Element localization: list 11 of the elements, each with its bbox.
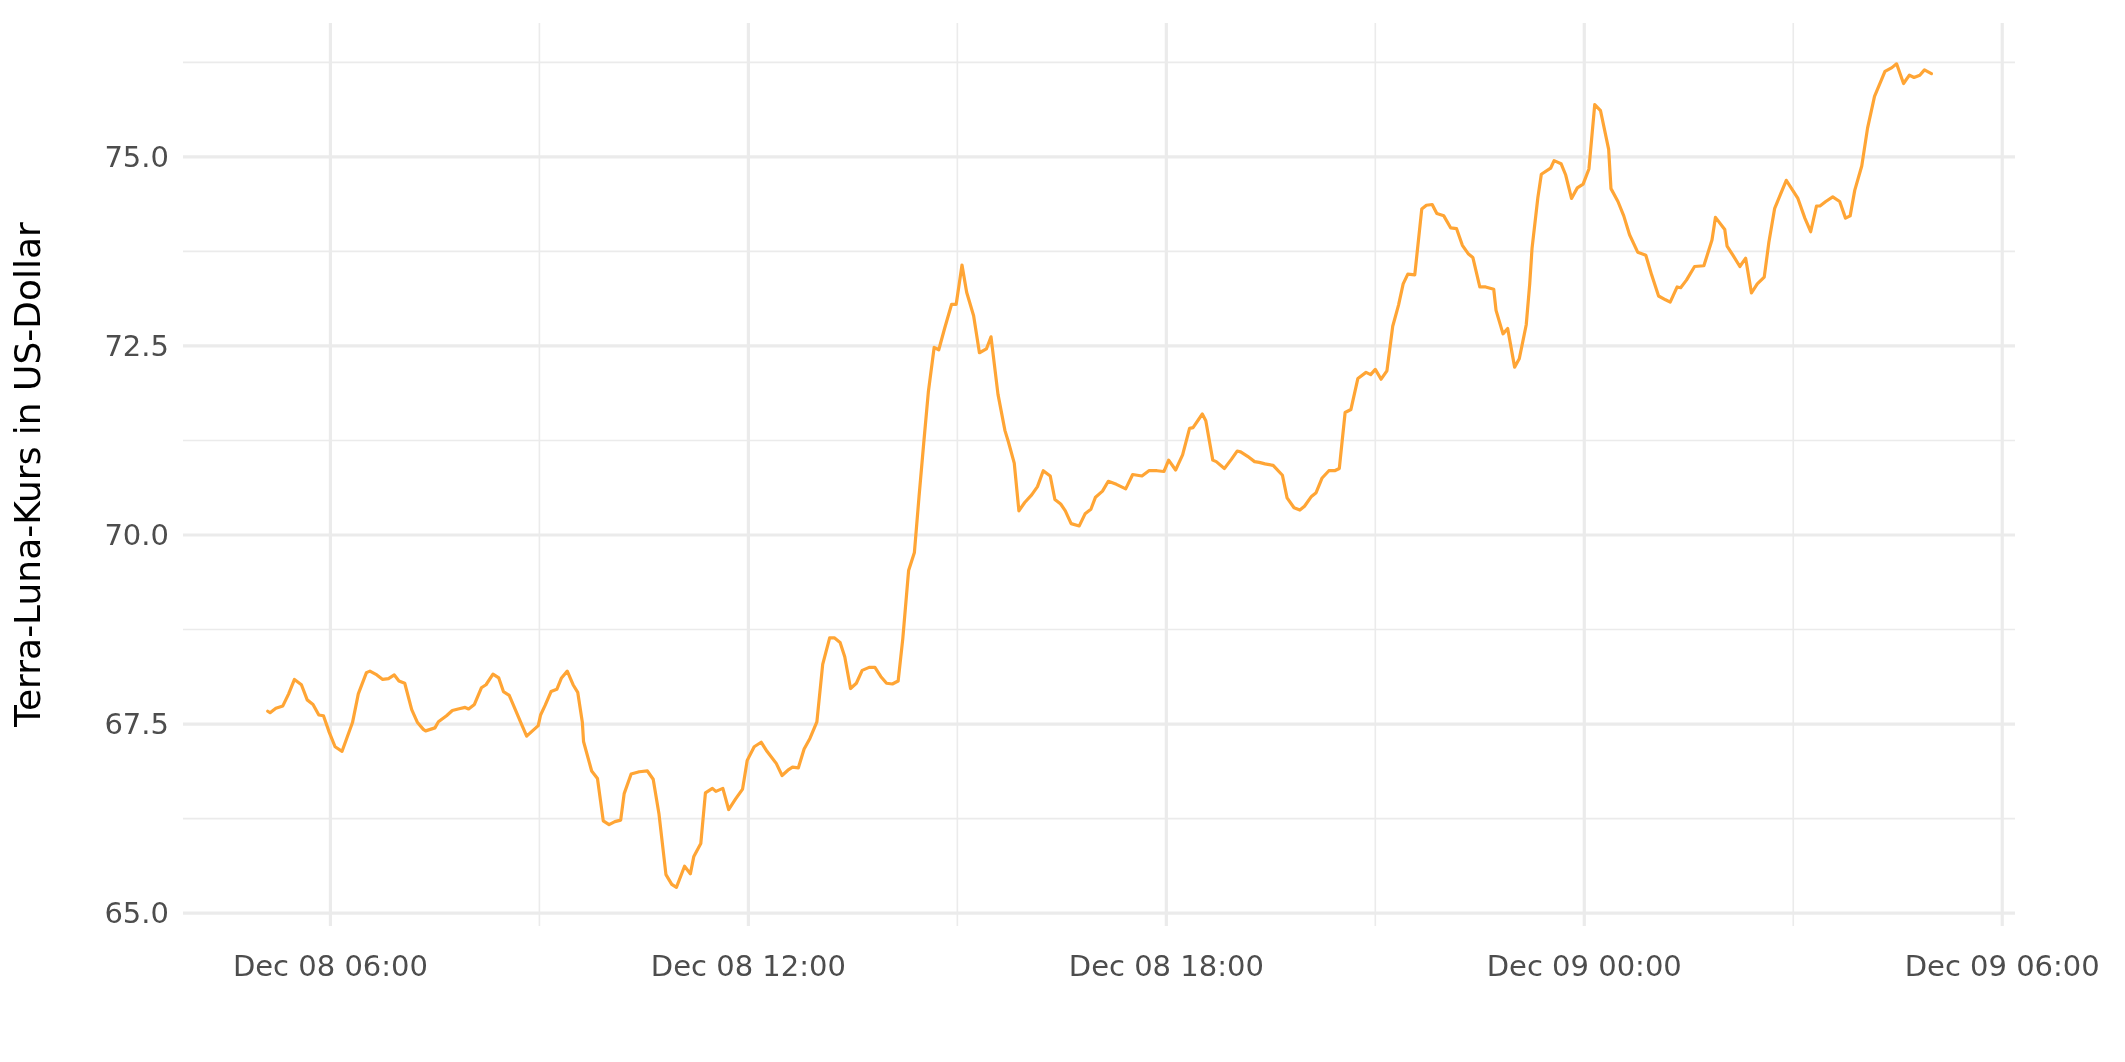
x-tick-label: Dec 09 00:00 [1486,949,1682,983]
y-tick-label: 67.5 [104,707,169,742]
y-tick-label: 70.0 [104,518,169,553]
x-tick-label: Dec 08 18:00 [1068,949,1264,983]
y-tick-label: 75.0 [104,140,169,175]
y-axis-title: Terra-Luna-Kurs in US-Dollar [7,221,48,728]
x-tick-label: Dec 08 12:00 [650,949,846,983]
y-tick-label: 65.0 [104,896,169,931]
x-tick-label: Dec 08 06:00 [232,949,428,983]
y-tick-label: 72.5 [104,329,169,364]
x-tick-label: Dec 09 06:00 [1904,949,2100,983]
